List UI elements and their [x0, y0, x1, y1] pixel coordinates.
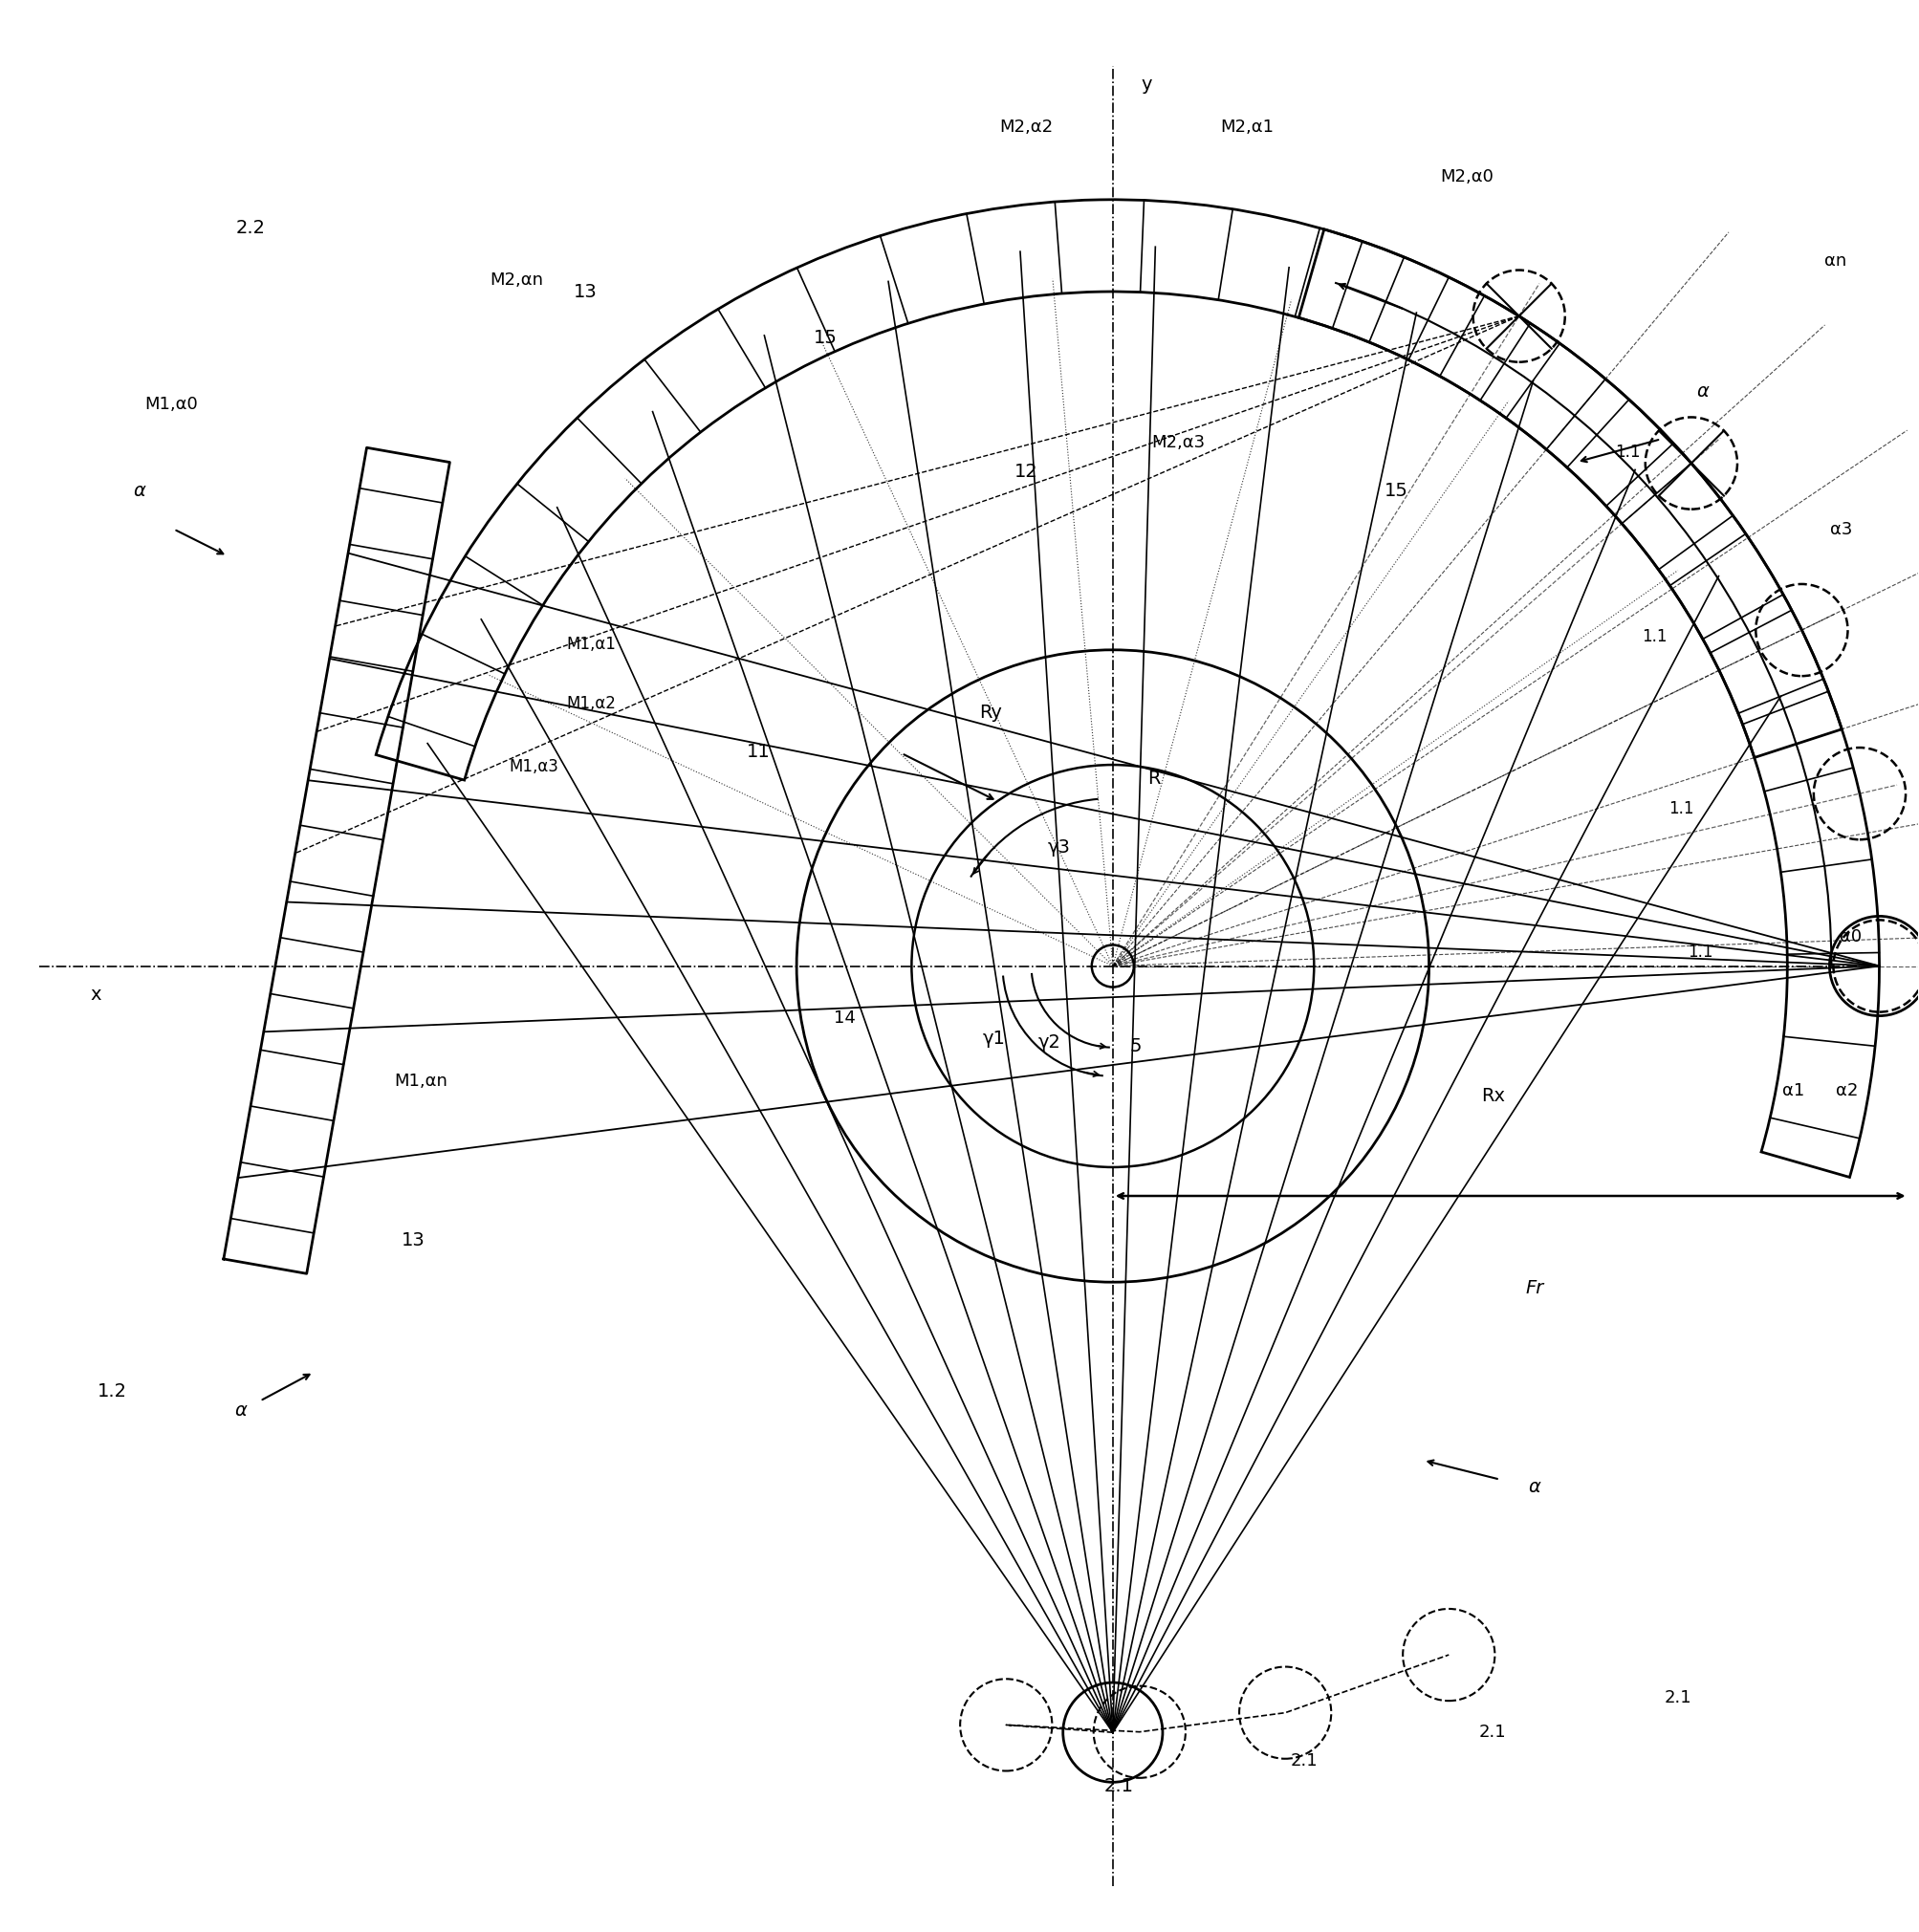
Text: y: y [1142, 75, 1153, 93]
Text: Rx: Rx [1481, 1088, 1504, 1105]
Text: 14: 14 [833, 1009, 856, 1026]
Text: α2: α2 [1836, 1082, 1858, 1099]
Text: α: α [132, 481, 146, 500]
Text: γ3: γ3 [1048, 838, 1071, 856]
Text: 5: 5 [1130, 1037, 1142, 1055]
Text: 2.1: 2.1 [1291, 1752, 1318, 1770]
Text: 2.1: 2.1 [1664, 1689, 1693, 1706]
Text: γ2: γ2 [1038, 1034, 1061, 1051]
Text: M1,α1: M1,α1 [566, 636, 616, 653]
Text: 1.1: 1.1 [1616, 444, 1641, 462]
Text: α1: α1 [1783, 1082, 1804, 1099]
Text: 13: 13 [574, 282, 597, 301]
Text: Fr: Fr [1526, 1279, 1543, 1296]
Text: 2.2: 2.2 [236, 218, 265, 238]
Text: 2.1: 2.1 [1478, 1723, 1506, 1741]
Text: Ry: Ry [979, 703, 1002, 723]
Text: 11: 11 [746, 742, 770, 761]
Text: γ1: γ1 [983, 1030, 1006, 1047]
Text: 13: 13 [401, 1231, 426, 1250]
Text: α: α [234, 1401, 248, 1420]
Text: αn: αn [1825, 253, 1846, 270]
Text: M1,α2: M1,α2 [566, 696, 616, 713]
Text: 15: 15 [1384, 481, 1409, 500]
Text: M2,α0: M2,α0 [1441, 168, 1495, 185]
Text: 1.1: 1.1 [1643, 628, 1668, 645]
Text: α0: α0 [1840, 929, 1861, 947]
Text: M1,αn: M1,αn [393, 1072, 447, 1090]
Text: α3: α3 [1831, 520, 1852, 537]
Text: M2,α1: M2,α1 [1220, 118, 1274, 135]
Text: M1,α3: M1,α3 [509, 757, 558, 775]
Text: M2,α2: M2,α2 [1000, 118, 1054, 135]
Text: M2,αn: M2,αn [489, 272, 543, 288]
Text: 1.1: 1.1 [1668, 800, 1694, 817]
Text: α: α [1696, 383, 1710, 400]
Text: 15: 15 [814, 328, 837, 346]
Text: 2.1: 2.1 [1103, 1777, 1134, 1795]
Text: 12: 12 [1015, 462, 1038, 481]
Text: 1.1: 1.1 [1687, 945, 1714, 962]
Text: α: α [1528, 1478, 1541, 1495]
Text: R: R [1148, 769, 1161, 788]
Text: x: x [90, 985, 102, 1005]
Text: M2,α3: M2,α3 [1151, 435, 1205, 452]
Text: M1,α0: M1,α0 [146, 396, 198, 413]
Text: 1.2: 1.2 [98, 1381, 127, 1401]
